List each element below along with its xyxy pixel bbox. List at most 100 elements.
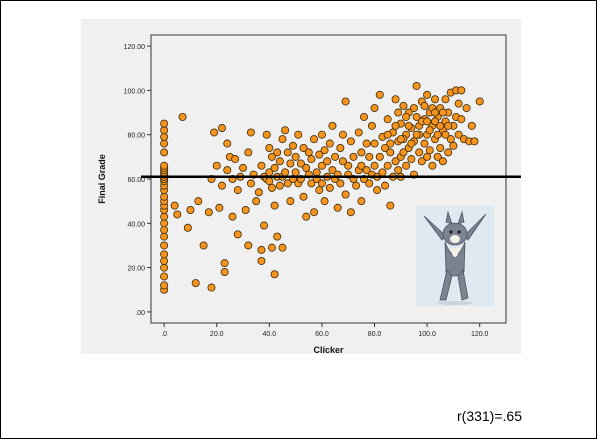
data-point: [273, 232, 282, 241]
data-point: [425, 126, 434, 135]
data-point: [333, 203, 342, 212]
data-point: [315, 150, 324, 159]
data-point: [412, 81, 421, 90]
data-point: [286, 159, 295, 168]
x-tick-label: 40.0: [263, 331, 277, 338]
data-point: [341, 97, 350, 106]
chart-frame: .00 20.00 40.00 60.00 80.00 100.00 120.00 .0 20.…: [81, 19, 521, 354]
data-point: [391, 95, 400, 104]
data-point: [315, 186, 324, 195]
scatter-chart: .00 20.00 40.00 60.00 80.00 100.00 120.00 .0 20.…: [97, 34, 521, 354]
data-point: [310, 208, 319, 217]
data-point: [354, 128, 363, 137]
data-point: [246, 179, 255, 188]
data-point: [160, 161, 169, 170]
data-point: [320, 197, 329, 206]
data-point: [307, 179, 316, 188]
data-point: [409, 104, 418, 113]
data-point: [278, 243, 287, 252]
data-point: [336, 143, 345, 152]
data-point: [428, 161, 437, 170]
data-point: [386, 148, 395, 157]
data-point: [191, 279, 200, 288]
data-point: [275, 181, 284, 190]
data-point: [244, 148, 253, 157]
data-point: [215, 203, 224, 212]
data-point: [446, 135, 455, 144]
data-point: [325, 139, 334, 148]
data-point: [278, 135, 287, 144]
data-point: [394, 166, 403, 175]
data-point: [160, 219, 169, 228]
data-point: [338, 157, 347, 166]
x-axis-label: Clicker: [313, 345, 344, 354]
data-point: [375, 90, 384, 99]
data-point: [344, 161, 353, 170]
data-point: [288, 141, 297, 150]
data-point: [357, 197, 366, 206]
data-point: [346, 137, 355, 146]
data-point: [341, 190, 350, 199]
data-point: [281, 126, 290, 135]
data-point: [381, 181, 390, 190]
data-point: [257, 245, 266, 254]
data-point: [359, 112, 368, 121]
data-point: [462, 104, 471, 113]
data-point: [160, 212, 169, 221]
data-point: [275, 157, 284, 166]
data-point: [467, 121, 476, 130]
data-point: [438, 108, 447, 117]
x-tick-label: 80.0: [368, 331, 382, 338]
data-point: [160, 225, 169, 234]
data-point: [402, 161, 411, 170]
data-point: [444, 148, 453, 157]
y-tick-label: 80.00: [127, 133, 145, 140]
data-point: [317, 179, 326, 188]
data-point: [370, 139, 379, 148]
data-point: [310, 135, 319, 144]
data-point: [186, 206, 195, 215]
data-point: [386, 139, 395, 148]
data-point: [378, 168, 387, 177]
data-point: [291, 152, 300, 161]
data-point: [252, 197, 261, 206]
data-point: [228, 212, 237, 221]
data-point: [441, 130, 450, 139]
data-point: [412, 130, 421, 139]
data-point: [430, 95, 439, 104]
data-point: [444, 121, 453, 130]
data-point: [270, 163, 279, 172]
data-point: [160, 272, 169, 281]
data-point: [160, 263, 169, 272]
data-point: [425, 146, 434, 155]
data-point: [433, 130, 442, 139]
data-point: [373, 186, 382, 195]
data-point: [323, 157, 332, 166]
data-point: [244, 241, 253, 250]
data-point: [407, 139, 416, 148]
data-point: [160, 232, 169, 241]
data-point: [283, 148, 292, 157]
data-point: [423, 90, 432, 99]
data-point: [433, 152, 442, 161]
data-point: [233, 230, 242, 239]
data-point: [270, 201, 279, 210]
data-point: [430, 108, 439, 117]
data-point: [317, 161, 326, 170]
data-point: [436, 143, 445, 152]
data-point: [370, 104, 379, 113]
data-point: [160, 126, 169, 135]
data-point: [241, 206, 250, 215]
data-point: [402, 112, 411, 121]
data-point: [183, 223, 192, 232]
data-point: [457, 86, 466, 95]
data-point: [386, 201, 395, 210]
data-point: [212, 161, 221, 170]
data-point: [325, 183, 334, 192]
y-axis-label: Final Grade: [97, 154, 107, 204]
x-tick-label: 60.0: [315, 331, 329, 338]
data-point: [391, 121, 400, 130]
data-point: [267, 183, 276, 192]
data-point: [349, 152, 358, 161]
data-point: [415, 148, 424, 157]
